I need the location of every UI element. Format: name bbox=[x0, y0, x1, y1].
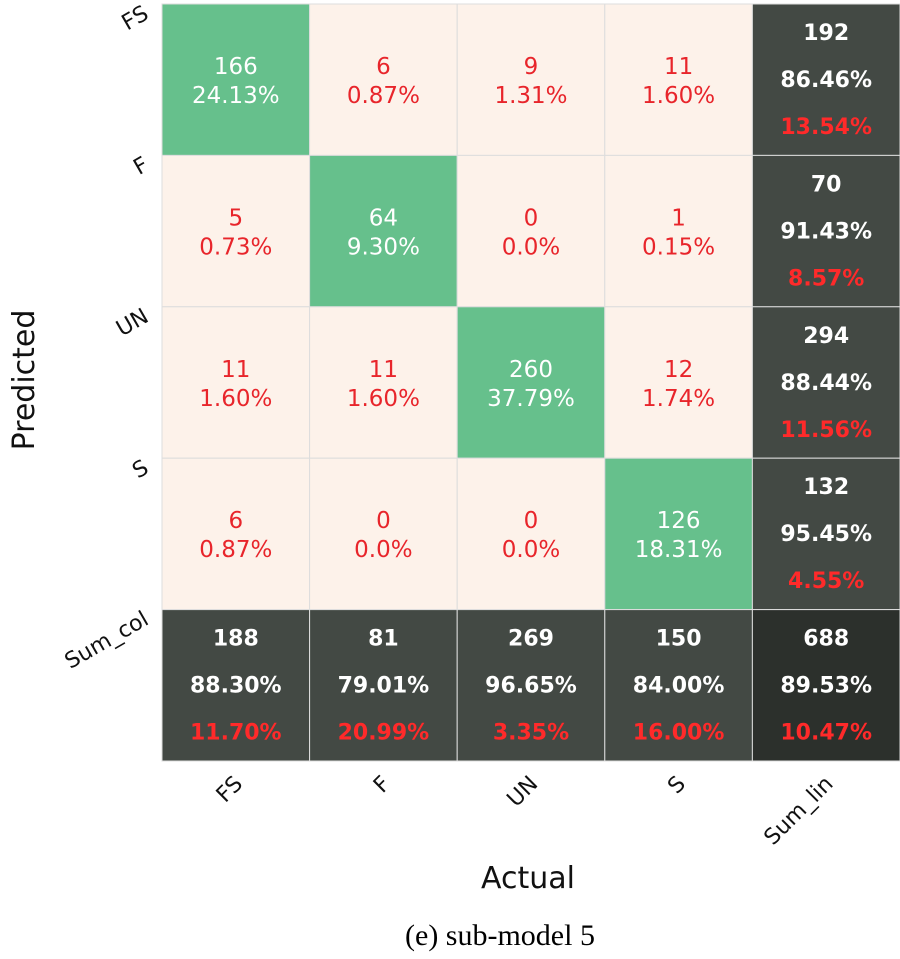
col-sum-cell-3 bbox=[604, 609, 753, 762]
cell-count: 9 bbox=[524, 54, 539, 80]
cell-percent: 0.0% bbox=[502, 537, 560, 563]
cell-percent: 18.31% bbox=[635, 537, 723, 563]
sum-total: 81 bbox=[368, 627, 399, 652]
cell-count: 6 bbox=[228, 508, 243, 534]
matrix-cell-1-0 bbox=[161, 154, 311, 308]
sum-correct-percent: 86.46% bbox=[780, 68, 872, 93]
matrix-cell-3-3 bbox=[604, 457, 753, 611]
cell-percent: 1.60% bbox=[199, 386, 272, 412]
cell-count: 1 bbox=[671, 205, 686, 231]
sum-total: 269 bbox=[508, 627, 554, 652]
matrix-cell-3-1 bbox=[309, 457, 458, 611]
cell-count: 6 bbox=[376, 54, 391, 80]
y-tick-label: Sum_col bbox=[61, 607, 153, 675]
sum-error-percent: 8.57% bbox=[788, 266, 864, 291]
y-axis-label: Predicted bbox=[7, 310, 42, 451]
sum-total: 688 bbox=[803, 627, 849, 652]
cell-count: 11 bbox=[664, 54, 693, 80]
x-tick-label: UN bbox=[503, 772, 544, 813]
cell-count: 5 bbox=[228, 205, 243, 231]
cell-percent: 0.0% bbox=[354, 537, 412, 563]
cell-percent: 1.60% bbox=[347, 386, 420, 412]
figure-caption: (e) sub-model 5 bbox=[405, 919, 595, 952]
sum-error-percent: 11.56% bbox=[780, 418, 872, 443]
cell-count: 64 bbox=[369, 205, 398, 231]
matrix-cell-0-3 bbox=[604, 3, 753, 156]
sum-error-percent: 13.54% bbox=[780, 115, 872, 140]
y-tick-label: FS bbox=[118, 1, 153, 36]
matrix-cell-0-0 bbox=[161, 3, 311, 156]
sum-correct-percent: 89.53% bbox=[780, 674, 872, 699]
matrix-cell-2-3 bbox=[604, 306, 753, 459]
cell-count: 11 bbox=[221, 357, 250, 383]
sum-error-percent: 4.55% bbox=[788, 569, 864, 594]
cell-percent: 0.87% bbox=[347, 83, 420, 109]
col-sum-cell-2 bbox=[456, 609, 606, 762]
sum-error-percent: 3.35% bbox=[493, 721, 569, 746]
cell-percent: 0.15% bbox=[642, 234, 715, 260]
x-tick-label: Sum_lin bbox=[760, 772, 839, 851]
y-tick-label: UN bbox=[112, 304, 153, 342]
matrix-cell-0-1 bbox=[309, 3, 458, 156]
col-sum-cell-1 bbox=[309, 609, 458, 762]
cell-count: 0 bbox=[524, 205, 539, 231]
matrix-cell-1-3 bbox=[604, 154, 753, 308]
sum-total: 150 bbox=[656, 627, 702, 652]
sum-error-percent: 16.00% bbox=[633, 721, 725, 746]
matrix-cell-2-1 bbox=[309, 306, 458, 459]
matrix-cell-1-2 bbox=[456, 154, 606, 308]
sum-error-percent: 10.47% bbox=[780, 721, 872, 746]
sum-correct-percent: 79.01% bbox=[338, 674, 430, 699]
sum-total: 70 bbox=[811, 172, 842, 197]
x-axis-label: Actual bbox=[481, 861, 575, 896]
sum-total: 188 bbox=[213, 627, 259, 652]
sum-correct-percent: 96.65% bbox=[485, 674, 577, 699]
x-tick-labels: FS F UN S Sum_lin bbox=[212, 772, 839, 851]
x-tick-label: F bbox=[369, 772, 396, 799]
cell-percent: 0.0% bbox=[502, 234, 560, 260]
cell-percent: 37.79% bbox=[487, 386, 575, 412]
cell-percent: 1.31% bbox=[494, 83, 567, 109]
cell-percent: 0.73% bbox=[199, 234, 272, 260]
row-sum-cell-0 bbox=[751, 3, 900, 156]
matrix-cells: 166 24.13% 6 0.87% 9 1.31% 11 1.60% 5 0.73% 64 9.30… bbox=[161, 3, 900, 762]
row-sum-cell-1 bbox=[751, 154, 900, 308]
sum-total: 132 bbox=[803, 475, 849, 500]
y-tick-label: S bbox=[128, 455, 153, 484]
sum-correct-percent: 88.44% bbox=[780, 371, 872, 396]
matrix-cell-1-1 bbox=[309, 154, 458, 308]
cell-percent: 9.30% bbox=[347, 234, 420, 260]
x-tick-label: FS bbox=[212, 772, 248, 808]
cell-count: 11 bbox=[369, 357, 398, 383]
matrix-cell-3-0 bbox=[161, 457, 311, 611]
sum-total: 192 bbox=[803, 21, 849, 46]
cell-count: 260 bbox=[509, 357, 553, 383]
row-sum-cell-2 bbox=[751, 306, 900, 459]
x-tick-label: S bbox=[663, 772, 691, 800]
cell-percent: 1.74% bbox=[642, 386, 715, 412]
cell-count: 0 bbox=[524, 508, 539, 534]
cell-count: 12 bbox=[664, 357, 693, 383]
sum-correct-percent: 88.30% bbox=[190, 674, 282, 699]
matrix-cell-3-2 bbox=[456, 457, 606, 611]
matrix-cell-0-2 bbox=[456, 3, 606, 156]
cell-percent: 24.13% bbox=[192, 83, 280, 109]
row-sum-cell-3 bbox=[751, 457, 900, 611]
cell-percent: 1.60% bbox=[642, 83, 715, 109]
sum-correct-percent: 95.45% bbox=[780, 522, 872, 547]
cell-count: 166 bbox=[214, 54, 258, 80]
cell-percent: 0.87% bbox=[199, 537, 272, 563]
col-sum-cell-0 bbox=[161, 609, 311, 762]
y-tick-labels: FS F UN S Sum_col bbox=[61, 1, 153, 674]
sum-error-percent: 20.99% bbox=[338, 721, 430, 746]
cell-count: 0 bbox=[376, 508, 391, 534]
sum-error-percent: 11.70% bbox=[190, 721, 282, 746]
y-tick-label: F bbox=[130, 153, 153, 181]
sum-correct-percent: 91.43% bbox=[780, 219, 872, 244]
sum-correct-percent: 84.00% bbox=[633, 674, 725, 699]
overall-sum-cell bbox=[751, 609, 900, 762]
sum-total: 294 bbox=[803, 324, 849, 349]
cell-count: 126 bbox=[657, 508, 701, 534]
